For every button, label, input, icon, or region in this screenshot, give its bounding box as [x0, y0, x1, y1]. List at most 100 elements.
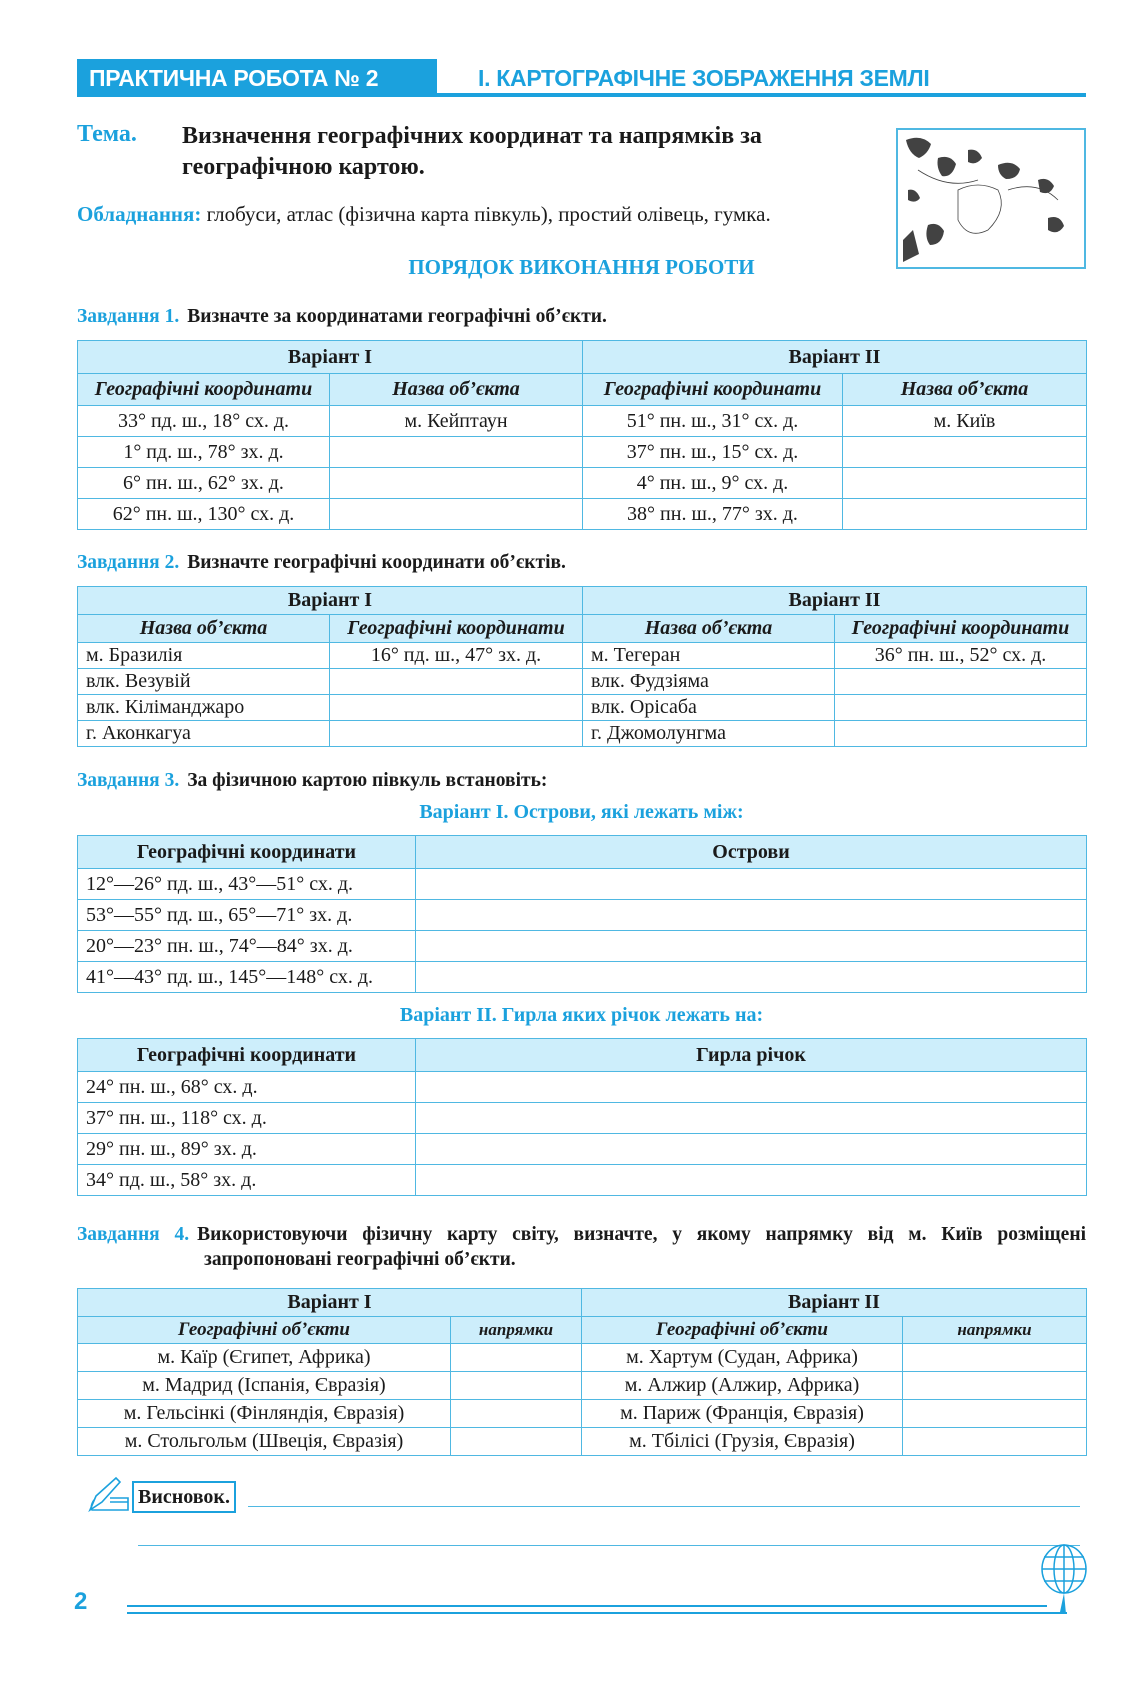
column-header: Острови — [415, 835, 1087, 869]
answer-cell[interactable] — [329, 720, 583, 747]
table-cell: влк. Кіліманджаро — [77, 694, 330, 721]
variant-2-header: Варіант II — [582, 340, 1087, 374]
column-header: Географічні координати — [582, 373, 843, 406]
answer-cell[interactable] — [329, 498, 583, 530]
conclusion-label: Висновок. — [132, 1481, 236, 1513]
table-cell: м. Тбілісі (Грузія, Євразія) — [581, 1427, 903, 1456]
answer-cell[interactable] — [834, 668, 1087, 695]
answer-cell[interactable] — [450, 1343, 582, 1372]
task2-number: Завдання 2. — [77, 552, 180, 573]
column-header: Географічні координати — [329, 614, 583, 643]
procedure-title: ПОРЯДОК ВИКОНАННЯ РОБОТИ — [408, 255, 755, 279]
answer-cell[interactable] — [902, 1399, 1087, 1428]
table-cell: м. Париж (Франція, Євразія) — [581, 1399, 903, 1428]
answer-cell[interactable] — [415, 930, 1087, 962]
task2-heading: Завдання 2. Визначте географічні координа… — [77, 552, 1086, 574]
answer-cell[interactable] — [415, 1133, 1087, 1165]
task4-heading: Завдання 4. Використовуючи фізичну карту … — [77, 1222, 1086, 1272]
column-header: Географічні координати — [77, 835, 416, 869]
task1-table: Варіант I Варіант II Географічні координа… — [77, 340, 1087, 530]
variant-1-header: Варіант I — [77, 586, 583, 615]
answer-cell[interactable] — [329, 694, 583, 721]
answer-cell[interactable] — [415, 1164, 1087, 1196]
task1-heading: Завдання 1. Визначте за координатами геог… — [77, 306, 1086, 328]
task1-text: Визначте за координатами географічні об’… — [187, 306, 607, 327]
equipment: Обладнання: глобуси, атлас (фізична карт… — [77, 202, 771, 227]
answer-cell[interactable] — [834, 694, 1087, 721]
column-header: Назва об’єкта — [582, 614, 835, 643]
answer-cell[interactable] — [450, 1427, 582, 1456]
table-row: 62° пн. ш., 130° сх. д. 38° пн. ш., 77° з… — [77, 498, 1087, 530]
answer-cell[interactable] — [450, 1399, 582, 1428]
table-cell: 20°—23° пн. ш., 74°—84° зх. д. — [77, 930, 416, 962]
table-cell: влк. Фудзіяма — [582, 668, 835, 695]
column-header: напрямки — [902, 1316, 1087, 1344]
section-title: І. КАРТОГРАФІЧНЕ ЗОБРАЖЕННЯ ЗЕМЛІ — [478, 65, 930, 91]
table-cell: 16° пд. ш., 47° зх. д. — [329, 642, 583, 669]
table-cell: 33° пд. ш., 18° сх. д. — [77, 405, 330, 437]
table-cell: влк. Орісаба — [582, 694, 835, 721]
answer-cell[interactable] — [329, 436, 583, 468]
table-cell: 36° пн. ш., 52° сх. д. — [834, 642, 1087, 669]
conclusion-write-line[interactable] — [138, 1545, 1080, 1546]
table-cell: 38° пн. ш., 77° зх. д. — [582, 498, 843, 530]
answer-cell[interactable] — [450, 1371, 582, 1400]
task3-number: Завдання 3. — [77, 770, 180, 791]
table-row: г. Аконкагуа г. Джомолунгма — [77, 720, 1087, 747]
table-row: м. Мадрид (Іспанія, Євразія) м. Алжир (Ал… — [77, 1371, 1087, 1400]
answer-cell[interactable] — [902, 1427, 1087, 1456]
task3-text: За фізичною картою півкуль встановіть: — [187, 770, 548, 791]
column-header: Географічні об’єкти — [77, 1316, 451, 1344]
task4-number: Завдання 4. — [77, 1224, 190, 1245]
answer-cell[interactable] — [415, 899, 1087, 931]
variant-1-header: Варіант I — [77, 1288, 582, 1317]
table-cell: влк. Везувій — [77, 668, 330, 695]
table-row: 29° пн. ш., 89° зх. д. — [77, 1133, 1087, 1165]
topic-text: Визначення географічних координат та нап… — [182, 123, 762, 180]
table-row: м. Бразилія 16° пд. ш., 47° зх. д. м. Теге… — [77, 642, 1087, 669]
task3-variant1-title: Варіант I. Острови, які лежать між: — [419, 801, 744, 823]
table-row: 1° пд. ш., 78° зх. д. 37° пн. ш., 15° сх.… — [77, 436, 1087, 468]
table-cell: 41°—43° пд. ш., 145°—148° сх. д. — [77, 961, 416, 993]
task3-heading: Завдання 3. За фізичною картою півкуль вс… — [77, 770, 1086, 792]
answer-cell[interactable] — [415, 1071, 1087, 1103]
table-cell: м. Стольгольм (Швеція, Євразія) — [77, 1427, 451, 1456]
equipment-text: глобуси, атлас (фізична карта півкуль), … — [201, 202, 771, 226]
page-number: 2 — [74, 1588, 88, 1615]
table-cell: 37° пн. ш., 118° сх. д. — [77, 1102, 416, 1134]
pen-hand-icon — [86, 1474, 132, 1519]
table-cell: 29° пн. ш., 89° зх. д. — [77, 1133, 416, 1165]
answer-cell[interactable] — [329, 668, 583, 695]
answer-cell[interactable] — [415, 868, 1087, 900]
table-row: 34° пд. ш., 58° зх. д. — [77, 1164, 1087, 1196]
answer-cell[interactable] — [842, 498, 1087, 530]
table-row: 53°—55° пд. ш., 65°—71° зх. д. — [77, 899, 1087, 931]
task3-variant2-title: Варіант II. Гирла яких річок лежать на: — [399, 1004, 764, 1026]
table-cell: 53°—55° пд. ш., 65°—71° зх. д. — [77, 899, 416, 931]
table-cell: 4° пн. ш., 9° сх. д. — [582, 467, 843, 499]
task4-text: Використовуючи фізичну карту світу, визн… — [197, 1224, 1086, 1270]
table-row: 33° пд. ш., 18° сх. д. м. Кейптаун 51° пн.… — [77, 405, 1087, 437]
task3-variant2-table: Географічні координати Гирла річок 24° пн… — [77, 1038, 1087, 1196]
answer-cell[interactable] — [834, 720, 1087, 747]
table-cell: м. Хартум (Судан, Африка) — [581, 1343, 903, 1372]
answer-cell[interactable] — [902, 1343, 1087, 1372]
answer-cell[interactable] — [329, 467, 583, 499]
conclusion-write-line[interactable] — [248, 1506, 1080, 1507]
table-cell: г. Джомолунгма — [582, 720, 835, 747]
topic-label: Тема. — [77, 121, 137, 147]
answer-cell[interactable] — [842, 436, 1087, 468]
answer-cell[interactable] — [415, 1102, 1087, 1134]
answer-cell[interactable] — [902, 1371, 1087, 1400]
task2-table: Варіант I Варіант II Назва об’єкта Географ… — [77, 586, 1087, 747]
answer-cell[interactable] — [415, 961, 1087, 993]
column-header: Назва об’єкта — [842, 373, 1087, 406]
table-cell: м. Мадрид (Іспанія, Євразія) — [77, 1371, 451, 1400]
table-cell: 62° пн. ш., 130° сх. д. — [77, 498, 330, 530]
table-row: влк. Везувій влк. Фудзіяма — [77, 668, 1087, 695]
answer-cell[interactable] — [842, 467, 1087, 499]
task2-text: Визначте географічні координати об’єктів… — [187, 552, 566, 573]
table-cell: м. Кейптаун — [329, 405, 583, 437]
variant-2-header: Варіант II — [581, 1288, 1087, 1317]
column-header: Назва об’єкта — [329, 373, 583, 406]
